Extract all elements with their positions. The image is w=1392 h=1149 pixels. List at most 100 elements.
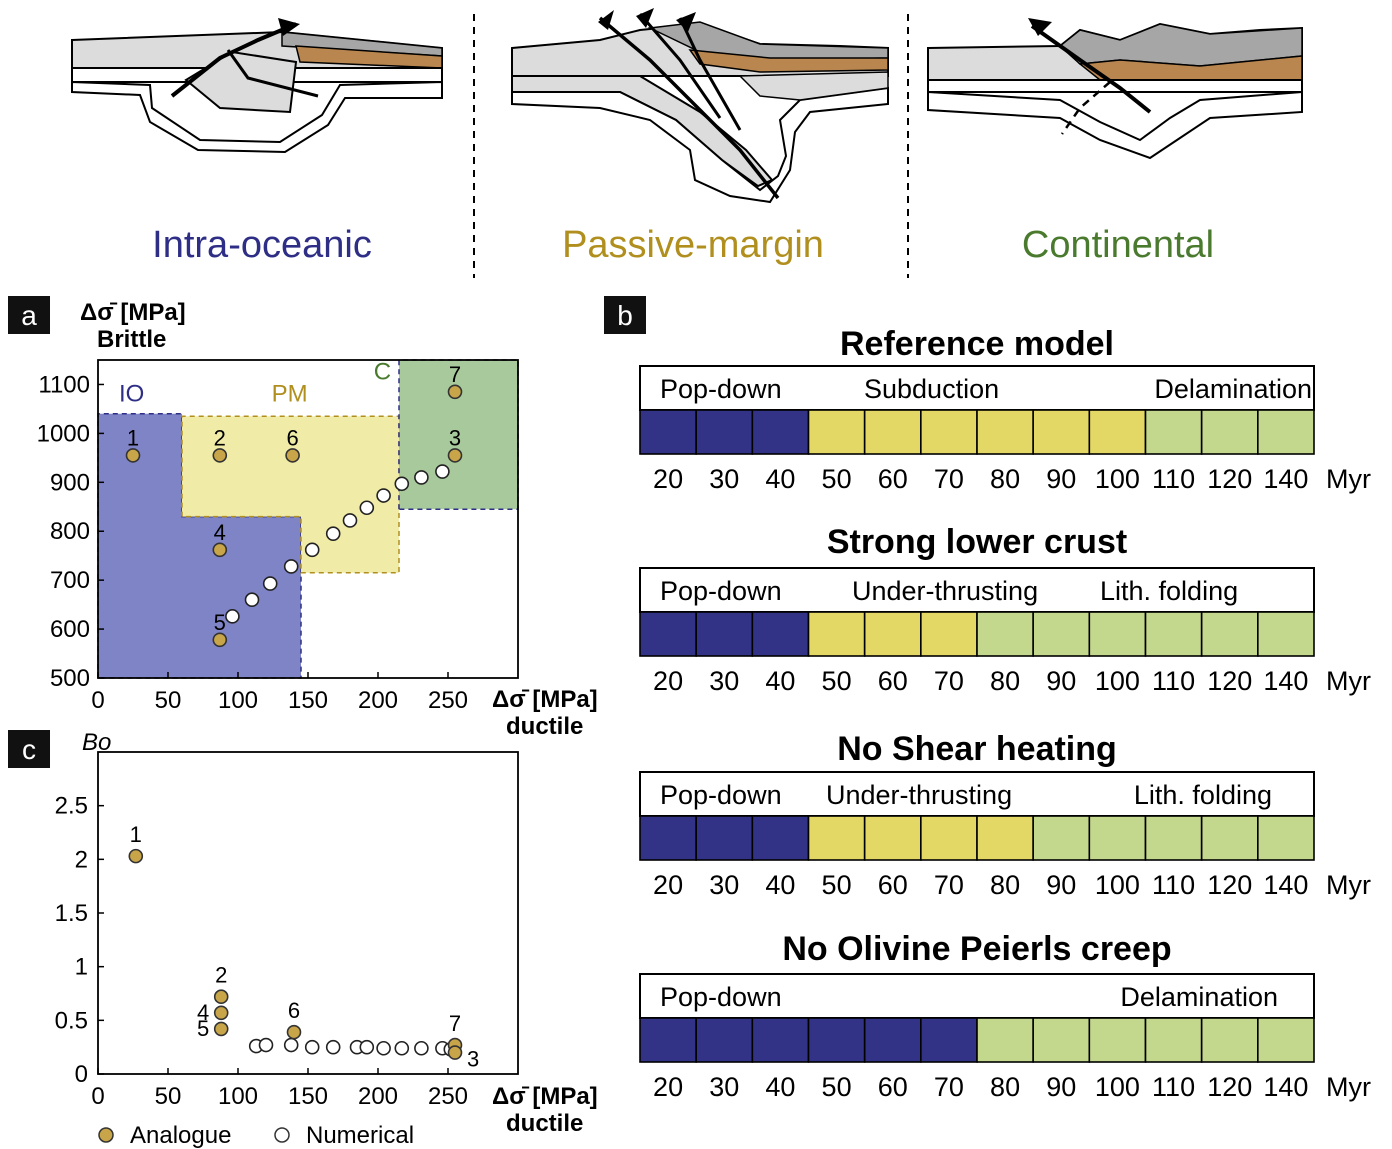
- point-label: 4: [214, 520, 226, 545]
- plot-area-a: 0 50 100 150 200 250 500 600 700 800 900 1000 1100 1 2…: [37, 359, 519, 714]
- numerical-point: [258, 1037, 274, 1053]
- numerical-point: [304, 542, 320, 558]
- point-label: 7: [449, 362, 461, 387]
- time-label: 100: [1095, 1072, 1140, 1102]
- time-cell: [1032, 815, 1091, 861]
- time-label: 70: [934, 1072, 964, 1102]
- numerical-point: [225, 609, 240, 624]
- time-cell: [639, 815, 697, 861]
- point-label: 5: [214, 610, 226, 635]
- time-label: 20: [653, 1072, 683, 1102]
- phase-label-row: [639, 567, 1315, 613]
- y-tick-label-c: 1: [75, 954, 88, 981]
- model-title: Reference model: [840, 325, 1114, 363]
- analogue-point: [447, 1045, 463, 1060]
- x-tick-label-a: 250: [428, 687, 468, 714]
- time-cell: [1088, 815, 1147, 861]
- time-cell: [639, 611, 697, 657]
- phase-label: Under-thrusting: [852, 576, 1038, 606]
- panel-tag-b: b: [617, 300, 633, 331]
- numerical-point: [376, 488, 391, 503]
- time-label: 90: [1046, 666, 1076, 696]
- numerical-point: [244, 592, 260, 608]
- numerical-point: [435, 464, 450, 479]
- x-axis-label-a-line2: ductile: [506, 713, 583, 740]
- point-label: 2: [214, 425, 226, 450]
- time-label: 70: [934, 870, 964, 900]
- x-tick-label-a: 200: [358, 687, 398, 714]
- time-cell: [639, 409, 697, 455]
- y-axis-label-a-line2: Brittle: [97, 326, 166, 353]
- x-tick-label-a: 150: [288, 687, 328, 714]
- time-cell: [976, 409, 1034, 455]
- analogue-point: [213, 1021, 229, 1037]
- panel-tag-box: [604, 296, 646, 334]
- time-label: 20: [653, 870, 683, 900]
- point-label: 1: [130, 822, 142, 847]
- time-cell: [1088, 409, 1147, 455]
- time-cell: [1032, 611, 1091, 657]
- numerical-point: [394, 1040, 410, 1056]
- phase-label: Pop-down: [660, 982, 782, 1012]
- unit-label: Myr: [1326, 666, 1371, 696]
- time-cell: [751, 815, 810, 861]
- region-label-io: IO: [119, 381, 144, 408]
- time-label: 40: [765, 1072, 795, 1102]
- time-label: 120: [1207, 464, 1252, 494]
- analogue-point: [213, 989, 229, 1005]
- time-cell: [1200, 1017, 1259, 1063]
- x-tick-label-c: 150: [288, 1083, 328, 1110]
- point-label: 7: [449, 1011, 461, 1036]
- y-tick-label-a: 600: [50, 616, 90, 643]
- time-cell: [976, 611, 1034, 657]
- region-pm: [181, 415, 400, 574]
- time-label: 110: [1152, 870, 1195, 900]
- numerical-point: [359, 1039, 375, 1055]
- time-label: 40: [765, 870, 795, 900]
- time-label: 60: [878, 666, 908, 696]
- x-tick-label-a: 50: [155, 687, 182, 714]
- numerical-point: [304, 1039, 320, 1055]
- label-intra-oceanic: Intra-oceanic: [152, 224, 372, 266]
- time-cell: [920, 1017, 978, 1063]
- time-cell: [1032, 409, 1091, 455]
- analogue-point: [125, 448, 141, 463]
- time-label: 40: [765, 666, 795, 696]
- numerical-point: [262, 576, 278, 591]
- panel-b: b Reference model Pop-down Subduction Delam…: [604, 296, 1371, 1102]
- time-label: 140: [1263, 666, 1308, 696]
- time-cell: [1200, 815, 1259, 861]
- y-tick-label-a: 700: [50, 567, 90, 594]
- time-cell: [863, 611, 922, 657]
- analogue-point: [128, 848, 144, 864]
- time-cell: [695, 815, 754, 861]
- time-cell: [1088, 611, 1147, 657]
- phase-label: Lith. folding: [1134, 780, 1272, 810]
- analogue-point: [285, 448, 300, 463]
- time-cell: [695, 409, 754, 455]
- time-label: 30: [709, 870, 739, 900]
- time-label: 110: [1152, 1072, 1195, 1102]
- time-cell: [1257, 611, 1315, 657]
- time-label: 70: [934, 464, 964, 494]
- time-label: 110: [1152, 464, 1195, 494]
- time-cell: [863, 409, 922, 455]
- y-tick-label-a: 1100: [38, 371, 90, 398]
- time-cell: [920, 409, 978, 455]
- time-cell: [1257, 815, 1315, 861]
- time-label: 30: [709, 464, 739, 494]
- model-title: No Shear heating: [837, 730, 1117, 768]
- time-cell: [920, 611, 978, 657]
- legend-c: Analogue Numerical: [98, 1122, 414, 1149]
- analogue-point: [212, 632, 228, 648]
- time-label: 50: [822, 870, 852, 900]
- numerical-point: [283, 559, 299, 574]
- numerical-point: [342, 513, 358, 528]
- time-cell: [1144, 611, 1203, 657]
- time-cell: [1144, 1017, 1203, 1063]
- analogue-point: [447, 448, 463, 463]
- point-label: 2: [215, 963, 227, 988]
- x-tick-label-a: 0: [91, 687, 104, 714]
